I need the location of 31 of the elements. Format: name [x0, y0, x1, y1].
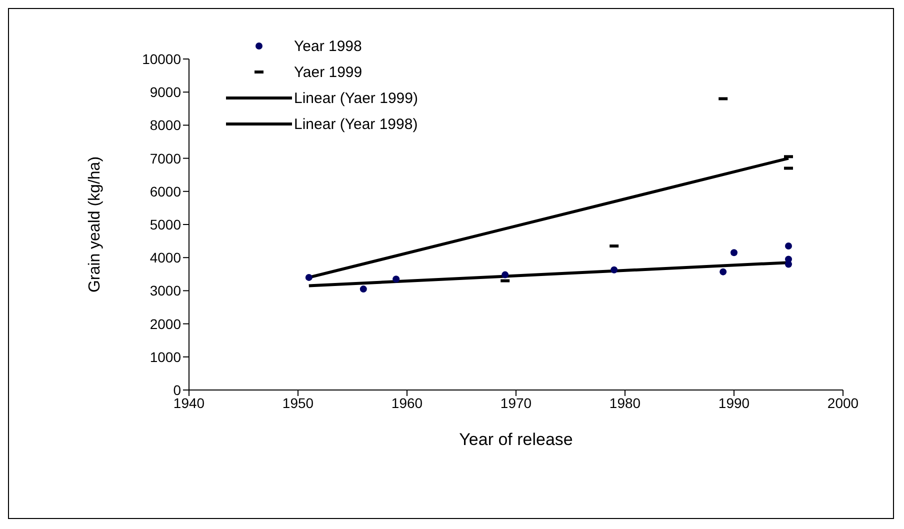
x-tick-label: 2000: [827, 394, 859, 411]
x-tick-label: 1960: [391, 394, 423, 411]
y-tick-label: 10000: [142, 50, 182, 67]
point: [610, 266, 618, 274]
y-tick-label: 9000: [150, 84, 182, 100]
y-tick-label: 5000: [150, 216, 182, 232]
y-tick-label: 2000: [150, 316, 182, 332]
legend-label: Linear (Yaer 1999): [294, 90, 418, 106]
point: [785, 260, 792, 268]
point: [305, 274, 312, 281]
point: [502, 271, 509, 278]
x-tick-label: 1950: [282, 394, 314, 411]
legend-label: Linear (Year 1998): [294, 116, 418, 132]
point: [392, 276, 400, 283]
y-tick-label: 7000: [150, 150, 182, 166]
point: [360, 286, 367, 293]
x-tick-label: 1970: [500, 394, 532, 411]
y-axis-title: Grain yeald (kg/ha): [86, 156, 104, 293]
y-tick-label: 3000: [150, 282, 182, 299]
point: [785, 242, 792, 250]
legend-label: Year 1998: [294, 38, 362, 54]
point: [720, 268, 727, 276]
x-tick-label: 1990: [718, 394, 750, 411]
x-axis-title: Year of release: [459, 430, 573, 449]
y-tick-label: 1000: [150, 348, 182, 365]
x-tick-label: 1980: [609, 394, 641, 411]
y-tick-label: 4000: [150, 250, 182, 266]
y-tick-label: 8000: [150, 117, 182, 134]
point: [730, 249, 738, 256]
legend-label: Yaer 1999: [294, 64, 362, 80]
y-tick-label: 6000: [150, 183, 182, 200]
